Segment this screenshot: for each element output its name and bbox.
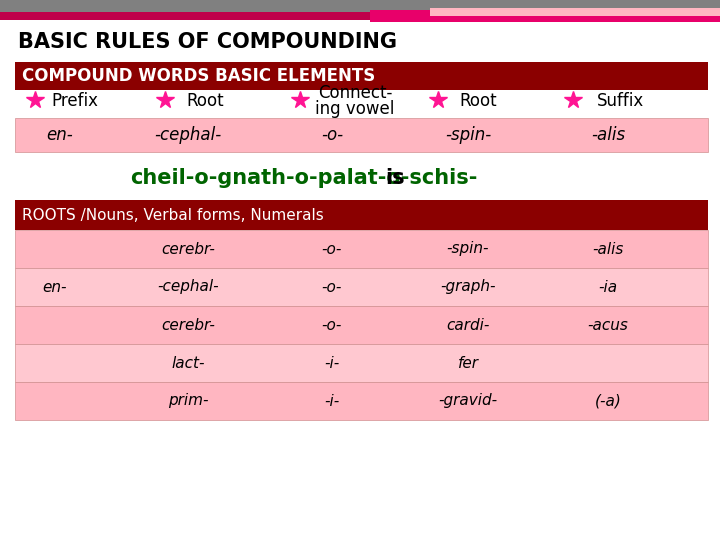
Text: -acus: -acus	[588, 318, 629, 333]
FancyBboxPatch shape	[15, 200, 708, 230]
Text: cerebr-: cerebr-	[161, 318, 215, 333]
Text: -o-: -o-	[322, 318, 342, 333]
Text: -o-: -o-	[321, 126, 343, 144]
Text: (-a): (-a)	[595, 394, 621, 408]
Text: cerebr-: cerebr-	[161, 241, 215, 256]
Text: -cephal-: -cephal-	[154, 126, 222, 144]
Text: fer: fer	[457, 355, 479, 370]
Text: -gravid-: -gravid-	[438, 394, 498, 408]
Text: -ia: -ia	[598, 280, 618, 294]
FancyBboxPatch shape	[15, 344, 708, 382]
Text: Prefix: Prefix	[52, 92, 99, 110]
Text: ing vowel: ing vowel	[315, 100, 395, 118]
Text: Root: Root	[459, 92, 497, 110]
Text: BASIC RULES OF COMPOUNDING: BASIC RULES OF COMPOUNDING	[18, 32, 397, 52]
Text: lact-: lact-	[171, 355, 204, 370]
Text: prim-: prim-	[168, 394, 208, 408]
FancyBboxPatch shape	[15, 62, 708, 90]
Text: Connect-: Connect-	[318, 84, 392, 102]
Text: Suffix: Suffix	[596, 92, 644, 110]
FancyBboxPatch shape	[15, 268, 708, 306]
FancyBboxPatch shape	[15, 230, 708, 268]
FancyBboxPatch shape	[15, 118, 708, 152]
Text: -graph-: -graph-	[440, 280, 496, 294]
Text: COMPOUND WORDS BASIC ELEMENTS: COMPOUND WORDS BASIC ELEMENTS	[22, 67, 375, 85]
FancyBboxPatch shape	[0, 20, 720, 58]
FancyBboxPatch shape	[15, 382, 708, 420]
Text: -cephal-: -cephal-	[157, 280, 219, 294]
Text: -o-: -o-	[322, 280, 342, 294]
Text: -i-: -i-	[325, 355, 340, 370]
Text: en-: en-	[47, 126, 73, 144]
Text: cheil-o-gnath-o-palat-o-schis-: cheil-o-gnath-o-palat-o-schis-	[130, 168, 477, 188]
FancyBboxPatch shape	[370, 10, 720, 22]
Text: -spin-: -spin-	[446, 241, 490, 256]
FancyBboxPatch shape	[0, 0, 720, 12]
Text: -alis: -alis	[591, 126, 625, 144]
Text: -o-: -o-	[322, 241, 342, 256]
Text: en-: en-	[42, 280, 67, 294]
FancyBboxPatch shape	[0, 12, 720, 20]
Text: -spin-: -spin-	[445, 126, 491, 144]
FancyBboxPatch shape	[430, 8, 720, 16]
FancyBboxPatch shape	[15, 306, 708, 344]
Text: Root: Root	[186, 92, 224, 110]
Text: cardi-: cardi-	[446, 318, 490, 333]
Text: -i-: -i-	[325, 394, 340, 408]
Text: -alis: -alis	[593, 241, 624, 256]
Text: is: is	[385, 168, 405, 188]
Text: ROOTS /Nouns, Verbal forms, Numerals: ROOTS /Nouns, Verbal forms, Numerals	[22, 207, 324, 222]
